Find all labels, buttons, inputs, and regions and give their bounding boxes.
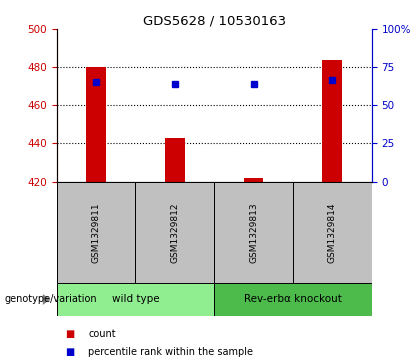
Text: ■: ■ [65, 329, 74, 339]
Bar [244, 178, 263, 182]
Bar [323, 60, 342, 182]
Bar [293, 182, 372, 283]
Text: count: count [88, 329, 116, 339]
Bar [165, 138, 185, 182]
Bar [214, 182, 293, 283]
Text: ■: ■ [65, 347, 74, 357]
Bar [57, 283, 214, 316]
Text: wild type: wild type [112, 294, 159, 305]
Text: percentile rank within the sample: percentile rank within the sample [88, 347, 253, 357]
Bar [86, 67, 106, 182]
Bar [57, 182, 135, 283]
Title: GDS5628 / 10530163: GDS5628 / 10530163 [143, 15, 286, 28]
Bar [214, 283, 372, 316]
Bar [135, 182, 214, 283]
Text: GSM1329814: GSM1329814 [328, 202, 337, 262]
Text: GSM1329813: GSM1329813 [249, 202, 258, 263]
Text: Rev-erbα knockout: Rev-erbα knockout [244, 294, 342, 305]
Text: GSM1329812: GSM1329812 [171, 202, 179, 262]
Text: GSM1329811: GSM1329811 [92, 202, 100, 263]
Text: genotype/variation: genotype/variation [4, 294, 97, 305]
